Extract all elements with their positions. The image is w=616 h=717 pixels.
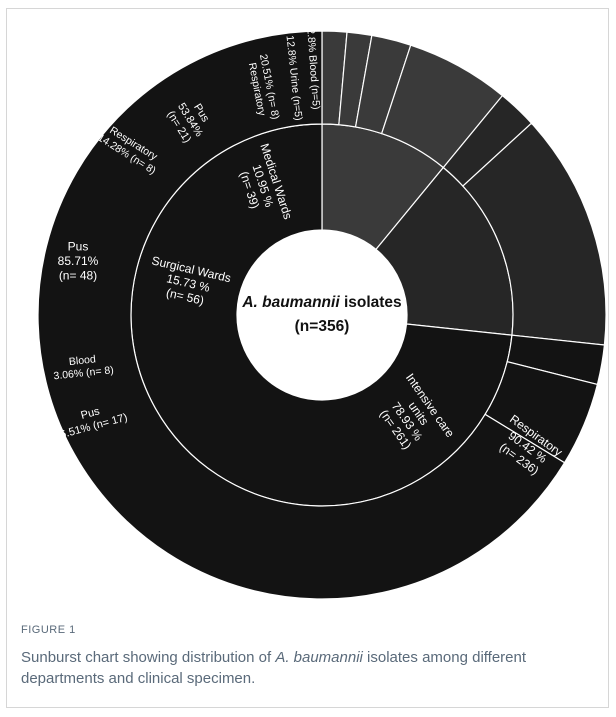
figure-caption: Sunburst chart showing distribution of A…: [21, 647, 581, 689]
figure-label: FIGURE 1: [21, 624, 76, 636]
caption-pre: Sunburst chart showing distribution of: [21, 649, 276, 666]
center-total: (n=356): [295, 318, 350, 335]
caption-italic: A. baumannii: [275, 649, 363, 666]
outer-segment-intensive-care-units-respiratory: [37, 30, 566, 600]
center-title: A. baumannii isolates: [241, 294, 401, 311]
sunburst-chart: Medical Wards10.95 %(n= 39)Surgical Ward…: [37, 30, 606, 600]
outer-label-surgical-wards-pus: Pus 85.71% (n= 48): [58, 240, 99, 283]
center-hole: [237, 230, 407, 400]
caption-post: isolates among different departments and…: [21, 649, 527, 687]
